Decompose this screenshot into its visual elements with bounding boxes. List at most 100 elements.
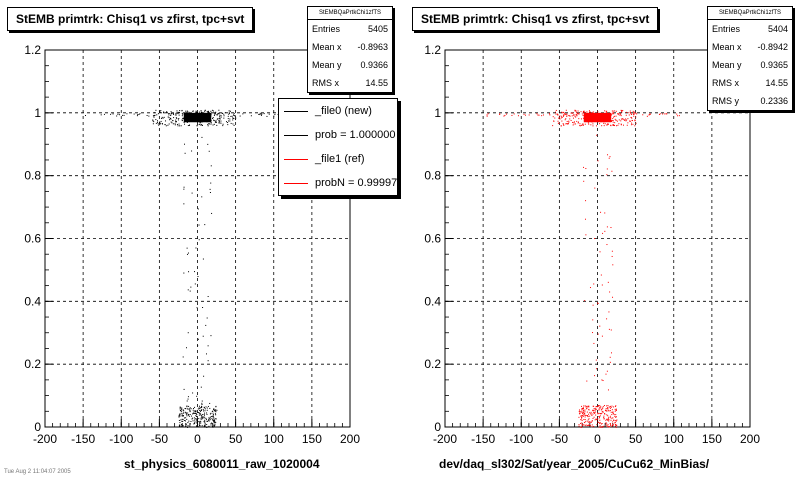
data-point bbox=[181, 110, 183, 112]
data-point bbox=[613, 414, 615, 416]
data-point bbox=[185, 417, 187, 419]
data-point bbox=[610, 120, 612, 122]
x-tick-label: 50 bbox=[229, 432, 243, 446]
data-point bbox=[620, 114, 622, 116]
data-point bbox=[555, 113, 557, 115]
data-point bbox=[216, 124, 218, 126]
data-point bbox=[117, 113, 119, 115]
data-point bbox=[609, 417, 611, 419]
data-point bbox=[596, 406, 598, 408]
data-point bbox=[564, 114, 566, 116]
data-point bbox=[630, 124, 632, 126]
data-point bbox=[628, 112, 630, 114]
data-point bbox=[570, 112, 572, 114]
data-point bbox=[602, 406, 604, 408]
data-point bbox=[126, 113, 128, 115]
data-point bbox=[194, 406, 196, 408]
data-point bbox=[604, 110, 606, 112]
data-point bbox=[587, 425, 589, 427]
data-point bbox=[614, 421, 616, 423]
data-point bbox=[204, 408, 206, 410]
data-point bbox=[201, 124, 203, 126]
data-point bbox=[186, 253, 188, 255]
data-point bbox=[609, 156, 611, 158]
data-point bbox=[596, 119, 598, 121]
data-point bbox=[155, 119, 157, 121]
data-point bbox=[162, 117, 164, 119]
data-point bbox=[606, 418, 608, 420]
data-point bbox=[592, 112, 594, 114]
data-point bbox=[565, 113, 567, 115]
data-point bbox=[181, 407, 183, 409]
data-point bbox=[601, 426, 603, 428]
data-point bbox=[179, 415, 181, 417]
data-point bbox=[613, 113, 615, 115]
data-point bbox=[629, 120, 631, 122]
data-point bbox=[554, 117, 556, 119]
data-point bbox=[580, 422, 582, 424]
data-point bbox=[565, 118, 567, 120]
data-point bbox=[591, 415, 593, 417]
data-point bbox=[188, 111, 190, 113]
data-point bbox=[201, 400, 203, 402]
data-point bbox=[213, 408, 215, 410]
data-point bbox=[577, 121, 579, 123]
data-point bbox=[181, 120, 183, 122]
data-point bbox=[581, 425, 583, 427]
data-point bbox=[506, 113, 508, 115]
data-point bbox=[168, 113, 170, 115]
stats-row: Mean y 0.9366 bbox=[312, 60, 388, 70]
data-point bbox=[203, 119, 205, 121]
data-point bbox=[215, 418, 217, 420]
data-point bbox=[578, 416, 580, 418]
stats-row: Entries 5405 bbox=[312, 24, 388, 34]
data-point bbox=[616, 120, 618, 122]
data-point bbox=[611, 414, 613, 416]
data-point bbox=[596, 134, 598, 136]
data-point bbox=[206, 120, 208, 122]
data-point bbox=[200, 119, 202, 121]
data-point bbox=[573, 121, 575, 123]
x-tick-label: 0 bbox=[594, 432, 601, 446]
data-point bbox=[608, 328, 610, 330]
data-point bbox=[212, 426, 214, 428]
x-tick-label: -150 bbox=[71, 432, 95, 446]
data-point bbox=[152, 119, 154, 121]
data-point bbox=[197, 421, 199, 423]
data-point bbox=[188, 413, 190, 415]
data-point bbox=[198, 424, 200, 426]
data-point bbox=[194, 412, 196, 414]
data-point bbox=[590, 421, 592, 423]
data-point bbox=[199, 410, 201, 412]
data-point bbox=[523, 113, 525, 115]
data-point bbox=[592, 409, 594, 411]
data-point bbox=[575, 116, 577, 118]
data-point bbox=[214, 413, 216, 415]
data-point bbox=[185, 347, 187, 349]
data-point bbox=[188, 415, 190, 417]
data-point bbox=[600, 211, 602, 213]
data-point bbox=[200, 386, 202, 388]
data-point bbox=[138, 113, 140, 115]
data-point bbox=[200, 407, 202, 409]
data-point bbox=[597, 413, 599, 415]
data-point bbox=[188, 420, 190, 422]
data-point bbox=[160, 109, 162, 111]
data-point bbox=[212, 419, 214, 421]
data-point bbox=[189, 117, 191, 119]
data-point bbox=[561, 120, 563, 122]
data-point bbox=[133, 113, 135, 115]
data-point bbox=[209, 407, 211, 409]
data-point bbox=[610, 405, 612, 407]
data-point bbox=[591, 121, 593, 123]
data-point bbox=[191, 150, 193, 152]
data-point bbox=[592, 417, 594, 419]
data-point bbox=[182, 426, 184, 428]
data-point bbox=[562, 115, 564, 117]
data-point bbox=[607, 281, 609, 283]
data-point bbox=[181, 415, 183, 417]
data-point bbox=[605, 422, 607, 424]
data-point bbox=[156, 114, 158, 116]
stats-row: Mean y 0.9365 bbox=[712, 60, 788, 70]
data-point bbox=[635, 112, 637, 114]
